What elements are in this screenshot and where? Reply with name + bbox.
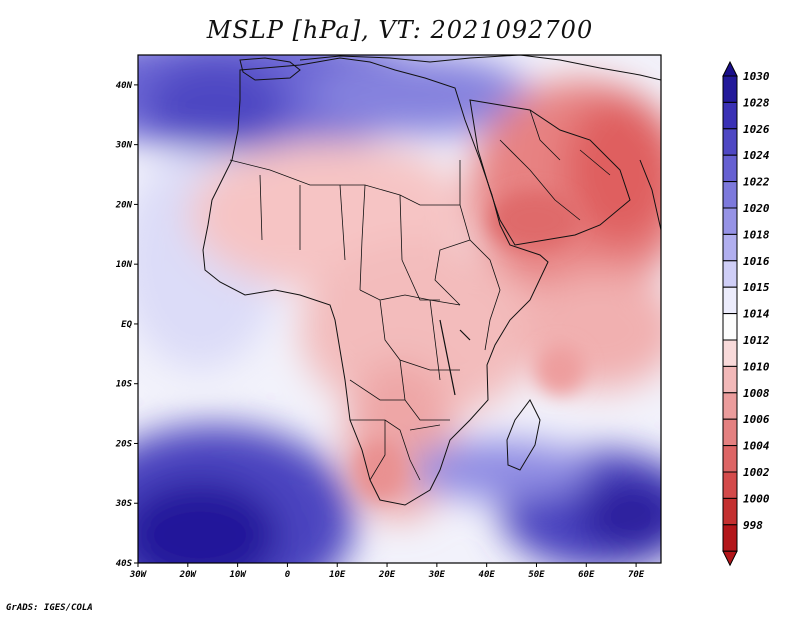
gulf-low <box>490 190 580 250</box>
colorbar-cell <box>722 128 738 156</box>
lat-tick-label: 40N <box>116 81 133 91</box>
borders-southern-africa <box>350 419 441 481</box>
borders-arabia <box>499 109 611 221</box>
coastlines <box>202 55 661 506</box>
great-lakes <box>439 319 471 396</box>
colorbar-cell <box>722 339 738 367</box>
colorbar-cell <box>722 497 738 526</box>
lon-tick-label: 20E <box>378 570 396 580</box>
lon-tick-label: 10W <box>229 570 247 580</box>
borders-east-africa <box>409 160 501 351</box>
lon-tick-label: 70E <box>628 570 645 580</box>
madagascar-outline <box>506 399 541 471</box>
lat-tick-label: 40S <box>116 559 133 569</box>
map-figure: 40N 30N 20N 10N EQ 10S 20S 30S 40S 30W 20W 10W 0 10E… <box>115 54 770 580</box>
africa-outline <box>202 57 549 506</box>
south-ocean-band <box>410 440 590 500</box>
map-frame <box>137 54 662 564</box>
colorbar-label: 1006 <box>743 413 770 426</box>
colorbar-label: 1012 <box>743 334 770 347</box>
arabia-low-core <box>565 95 661 245</box>
colorbar-label: 1016 <box>743 255 770 268</box>
lat-tick-label: 10S <box>116 380 133 390</box>
map-title: MSLP [hPa], VT: 2021092700 <box>206 16 594 44</box>
lat-tick-label: EQ <box>121 320 132 330</box>
borders-central-africa <box>349 289 461 421</box>
colorbar-label: 1014 <box>743 308 770 321</box>
colorbar-label: 998 <box>743 519 763 532</box>
kalahari-low <box>355 440 405 500</box>
latitude-axis: 40N 30N 20N 10N EQ 10S 20S 30S 40S <box>115 81 138 569</box>
colorbar-label: 1026 <box>743 123 770 136</box>
lon-tick-label: 60E <box>578 570 595 580</box>
longitude-axis: 30W 20W 10W 0 10E 20E 30E 40E 50E 60E 70E <box>129 563 645 580</box>
colorbar-cell <box>722 286 738 315</box>
colorbar: 1030 1028 1026 1024 1022 1020 1018 1016 1015 1014… <box>722 60 770 567</box>
colorbar-label: 1028 <box>743 96 770 109</box>
borders-west-africa <box>229 159 440 301</box>
colorbar-cell <box>722 445 738 473</box>
lat-tick-label: 20S <box>115 439 133 449</box>
lon-tick-label: 30E <box>428 570 446 580</box>
lon-tick-label: 40E <box>479 570 496 580</box>
lat-tick-label: 30N <box>115 141 133 151</box>
europe-coast <box>299 55 661 81</box>
south-indian-high-core <box>580 480 661 550</box>
colorbar-cell <box>722 207 738 235</box>
colorbar-label: 1020 <box>743 202 770 215</box>
south-atlantic-high-core <box>138 480 280 563</box>
lon-tick-label: 10E <box>329 570 346 580</box>
lon-tick-label: 20W <box>179 570 198 580</box>
pressure-field <box>138 55 661 563</box>
iberia-outline <box>239 57 301 81</box>
lon-tick-label: 50E <box>528 570 545 580</box>
colorbar-top-arrow <box>722 60 738 77</box>
colorbar-label: 1010 <box>743 360 770 373</box>
lat-tick-label: 10N <box>116 260 133 270</box>
colorbar-label: 1030 <box>743 70 770 83</box>
arabia-outline <box>469 99 631 246</box>
credit-label: GrADS: IGES/COLA <box>6 603 93 613</box>
colorbar-cell <box>722 181 738 209</box>
lon-tick-label: 0 <box>285 570 291 580</box>
colorbar-cell <box>722 233 738 262</box>
colorbar-label: 1000 <box>743 492 770 505</box>
colorbar-cell <box>722 101 738 130</box>
colorbar-label: 1015 <box>743 281 770 294</box>
colorbar-label: 1024 <box>743 149 770 162</box>
colorbar-bottom-arrow <box>722 550 738 567</box>
colorbar-label: 1022 <box>743 176 770 189</box>
lat-tick-label: 30S <box>115 499 133 509</box>
colorbar-cell <box>722 471 738 499</box>
southern-africa-low <box>345 360 455 520</box>
colorbar-cell <box>722 524 738 552</box>
arabian-sea-low <box>535 345 585 395</box>
colorbar-cell <box>722 75 738 103</box>
colorbar-label: 1018 <box>743 228 770 241</box>
colorbar-label: 1004 <box>743 440 770 453</box>
colorbar-label: 1008 <box>743 387 770 400</box>
india-coast <box>639 159 661 231</box>
colorbar-label: 1002 <box>743 466 770 479</box>
colorbar-cell <box>722 365 738 394</box>
colorbar-cell <box>722 260 738 288</box>
mediterranean-high <box>310 55 530 135</box>
lon-tick-label: 30W <box>129 570 148 580</box>
colorbar-cell <box>722 418 738 447</box>
lat-tick-label: 20N <box>115 200 133 210</box>
north-high-core <box>145 60 285 150</box>
colorbar-cell <box>722 313 738 341</box>
colorbar-cell <box>722 392 738 420</box>
colorbar-cell <box>722 154 738 183</box>
